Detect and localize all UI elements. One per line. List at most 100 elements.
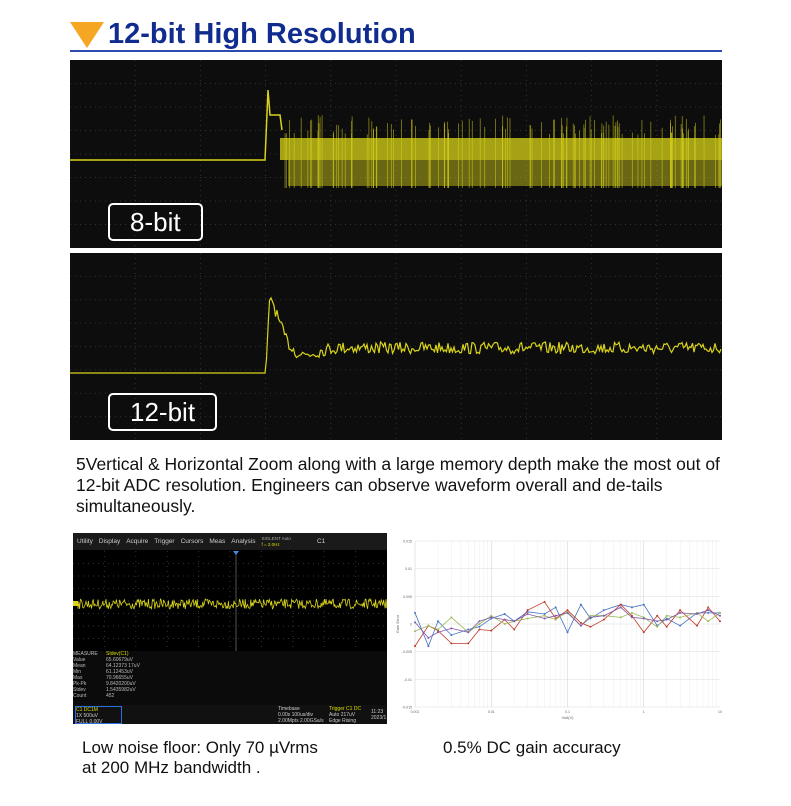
data-point — [707, 606, 710, 609]
trigger-label: Trigger — [329, 706, 345, 712]
data-point — [543, 600, 546, 603]
data-point — [602, 618, 605, 621]
data-point — [478, 623, 481, 625]
data-point — [630, 614, 633, 617]
y-tick-label: -0.015 — [402, 706, 412, 710]
menu-analysis[interactable]: Analysis — [231, 538, 256, 545]
measure-row-value: 452 — [106, 693, 115, 699]
waveform-12bit-trace — [70, 253, 722, 440]
title-text: 12-bit High Resolution — [108, 18, 416, 50]
data-point — [589, 616, 592, 619]
data-point — [619, 606, 622, 609]
channel-label: C1 — [316, 538, 326, 545]
page-title: 12-bit High Resolution — [70, 18, 416, 51]
waveform-12bit: 12-bit — [70, 253, 722, 440]
menu-acquire[interactable]: Acquire — [126, 538, 149, 545]
trigger-slope: Rising — [342, 718, 356, 724]
status-bar: C1 DC1M 1X 500uV FULL 0.00V Timebase 0.0… — [73, 705, 387, 725]
measure-row-label: Pk-Pk — [73, 681, 87, 687]
ch-coupling: DC1M — [83, 707, 98, 713]
measure-row-label: Stdev — [73, 687, 86, 693]
ch-probe: 1X — [76, 713, 83, 719]
measure-row-label: Mean — [73, 663, 86, 669]
data-point — [589, 625, 592, 628]
measure-row: Stdev 1.5435982uV — [73, 687, 387, 693]
data-point — [679, 611, 682, 614]
y-axis-label: Gain Error — [395, 614, 400, 633]
measure-row-label: Max — [73, 675, 83, 681]
data-point — [656, 620, 659, 623]
data-point — [566, 631, 569, 634]
menu-trigger[interactable]: Trigger — [154, 538, 175, 545]
data-point — [707, 620, 710, 623]
y-tick-label: 0.005 — [403, 595, 412, 599]
data-point — [642, 617, 645, 620]
data-point — [490, 616, 493, 619]
data-point — [526, 613, 529, 616]
data-point — [490, 614, 493, 617]
triangle-bullet-icon — [70, 21, 104, 48]
caption-noise: Low noise floor: Only 70 µVrms at 200 MH… — [82, 738, 318, 777]
data-point — [467, 631, 470, 634]
menu-utility[interactable]: Utility — [77, 538, 93, 545]
measure-row-label: Count — [73, 693, 87, 699]
channel-marker-icon — [73, 601, 78, 606]
measure-row: Count 452 — [73, 693, 387, 699]
data-point — [436, 620, 439, 623]
data-point — [719, 620, 721, 623]
ch-bw: FULL — [76, 719, 89, 725]
data-point — [554, 606, 557, 609]
data-point — [414, 645, 416, 648]
measure-row-value: 70.96655uV — [106, 675, 133, 681]
description: 5Vertical & Horizontal Zoom along with a… — [76, 454, 720, 516]
data-point — [589, 614, 592, 617]
noise-trace — [73, 551, 387, 651]
data-point — [450, 616, 453, 619]
data-point — [513, 628, 516, 631]
data-point — [503, 623, 506, 625]
trigger-source: C1 DC — [346, 706, 362, 712]
waveform-8bit-trace — [70, 60, 722, 248]
measure-param: Stdev(C1) — [106, 651, 129, 657]
data-point — [427, 624, 430, 627]
data-point — [526, 617, 529, 620]
data-point — [619, 603, 622, 606]
clock-date: 2023/1 — [371, 715, 387, 721]
trigger-type: Edge — [329, 718, 341, 724]
measure-row-value: 1.5435982uV — [106, 687, 136, 693]
data-point — [414, 621, 416, 624]
data-point — [579, 603, 582, 606]
trace-step — [70, 89, 283, 161]
x-tick-label: 1 — [643, 710, 645, 714]
data-point — [543, 614, 546, 617]
scope-screenshot: Utility Display Acquire Trigger Cursors … — [73, 533, 387, 725]
data-point — [427, 636, 430, 639]
data-point — [656, 614, 659, 617]
data-point — [679, 616, 682, 619]
menu-meas[interactable]: Meas — [209, 538, 226, 545]
gain-error-chart: 0.015 0.01 0.005 0 -0.005 -0.01 -0.015 0.001 0.0… — [387, 533, 725, 724]
data-point — [630, 616, 633, 619]
timebase-div: 100us/div — [291, 712, 314, 718]
timebase-label: Timebase — [278, 706, 300, 712]
data-point — [490, 629, 493, 632]
data-point — [450, 627, 453, 630]
measure-row-label: Min — [73, 669, 82, 675]
menu-display[interactable]: Display — [98, 538, 121, 545]
trigger-level: 217uV — [340, 712, 356, 718]
trigger-marker-icon — [233, 551, 239, 555]
data-point — [665, 625, 668, 628]
x-tick-label: 10 — [718, 710, 722, 714]
measure-row-label: Value — [73, 657, 86, 663]
data-point — [719, 611, 721, 614]
data-point — [696, 613, 699, 616]
menu-cursors[interactable]: Cursors — [180, 538, 204, 545]
data-point — [554, 614, 557, 617]
y-tick-label: -0.005 — [402, 650, 412, 654]
trigger-status: SIGLENT Auto — [261, 535, 291, 541]
data-point — [554, 618, 557, 621]
data-point — [696, 624, 699, 627]
data-point — [436, 628, 439, 631]
data-point — [478, 628, 481, 631]
measure-panel: MEASURE Stdev(C1) Value 65.60679uV Mean 64.1… — [73, 651, 387, 705]
